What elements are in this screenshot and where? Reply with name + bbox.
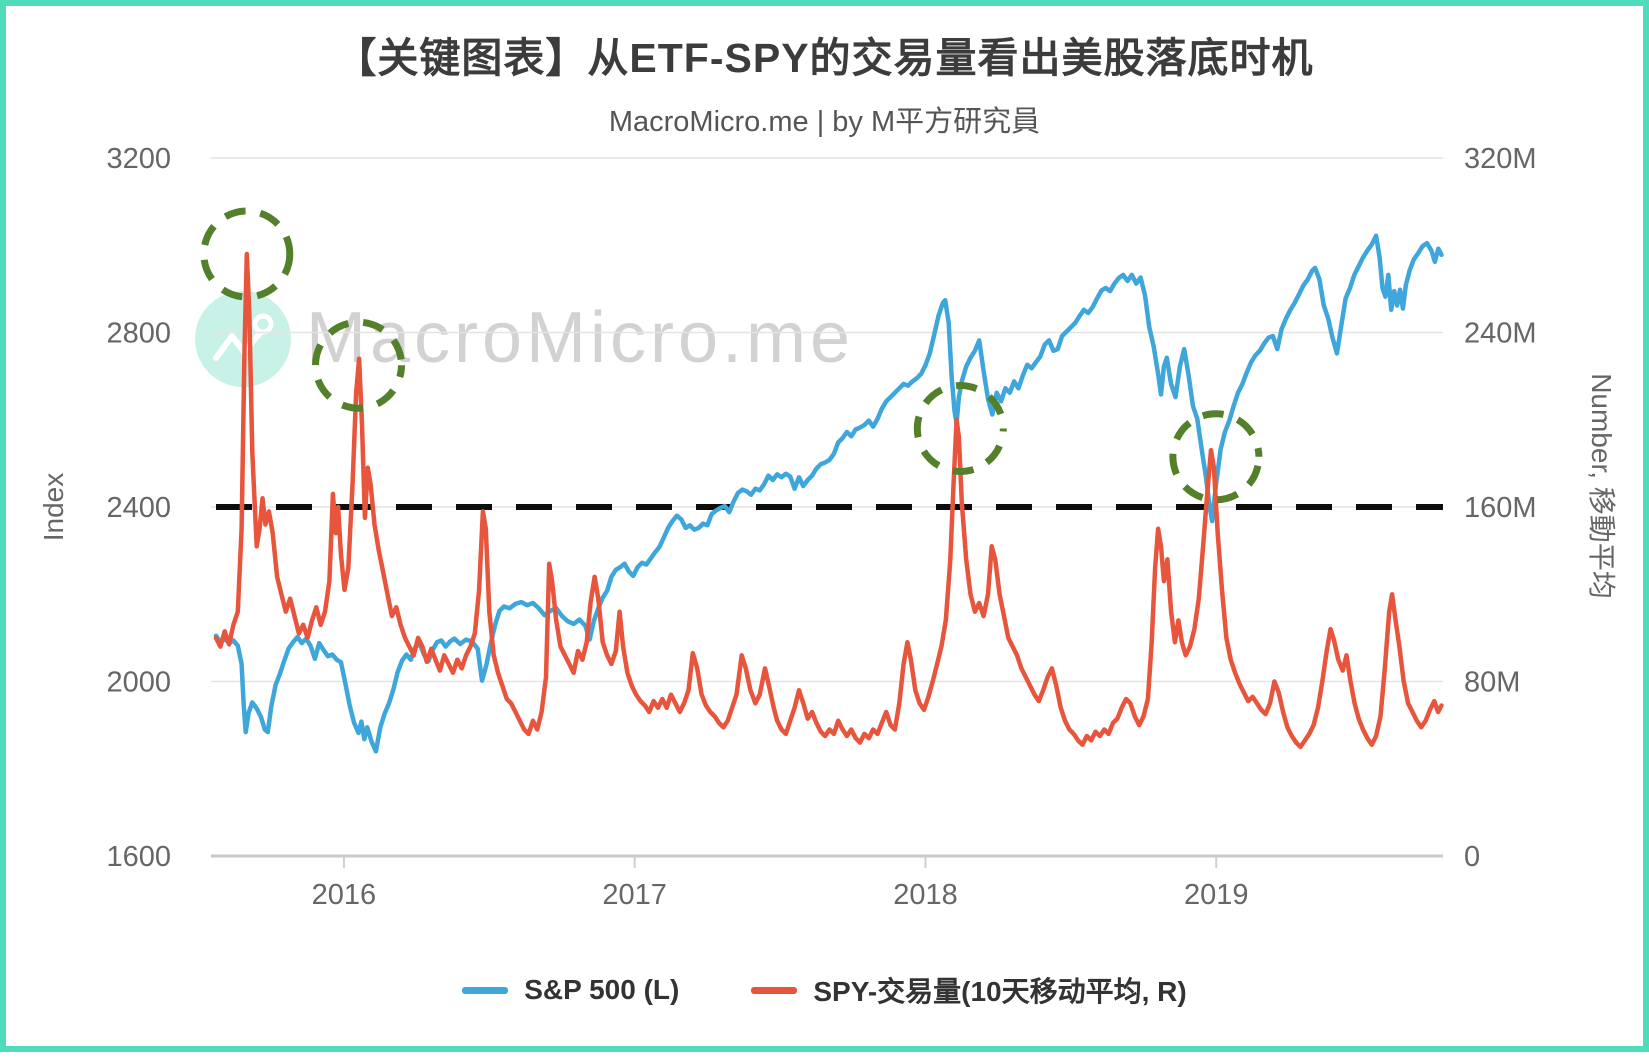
bottom-signal-circle bbox=[913, 382, 1007, 475]
legend-item-spy-volume[interactable]: SPY-交易量(10天移动平均, R) bbox=[751, 970, 1187, 1010]
legend: S&P 500 (L) SPY-交易量(10天移动平均, R) bbox=[6, 970, 1643, 1010]
legend-label-sp500: S&P 500 (L) bbox=[524, 974, 680, 1005]
legend-swatch-spy-volume bbox=[751, 986, 798, 994]
series-line-spy-volume bbox=[213, 251, 1444, 750]
svg-text:2019: 2019 bbox=[1184, 879, 1249, 911]
svg-text:1600: 1600 bbox=[106, 841, 171, 873]
watermark: MacroMicro.me bbox=[195, 291, 854, 387]
page-title: 【关键图表】从ETF-SPY的交易量看出美股落底时机 bbox=[335, 35, 1314, 81]
svg-text:80M: 80M bbox=[1464, 667, 1520, 699]
legend-item-sp500[interactable]: S&P 500 (L) bbox=[462, 974, 679, 1006]
legend-swatch-sp500 bbox=[462, 986, 509, 994]
bottom-signal-circle bbox=[200, 207, 294, 301]
svg-text:2018: 2018 bbox=[893, 879, 958, 911]
svg-text:0: 0 bbox=[1464, 841, 1480, 873]
annotation-circles bbox=[200, 207, 1263, 504]
svg-text:2800: 2800 bbox=[106, 318, 171, 350]
chart-header: 【关键图表】从ETF-SPY的交易量看出美股落底时机 MacroMicro.me… bbox=[6, 24, 1643, 140]
legend-label-spy-volume: SPY-交易量(10天移动平均, R) bbox=[813, 976, 1187, 1007]
chart-canvas[interactable]: MacroMicro.me 3200 320M 2800 240M 2400 160M 20… bbox=[6, 6, 1649, 1058]
bottom-signal-circle bbox=[1169, 410, 1263, 504]
bottom-signal-circle bbox=[312, 318, 405, 412]
series-line-sp500 bbox=[213, 233, 1444, 754]
watermark-text: MacroMicro.me bbox=[306, 298, 854, 378]
axis-tick-labels: 3200 320M 2800 240M 2400 160M 2000 80M 1600 0 2016… bbox=[106, 143, 1536, 911]
svg-text:160M: 160M bbox=[1464, 492, 1537, 524]
svg-text:2400: 2400 bbox=[106, 492, 171, 524]
svg-text:2000: 2000 bbox=[106, 667, 171, 699]
right-axis-title: Number, 移動平均 bbox=[1586, 373, 1617, 599]
left-axis-title: Index bbox=[38, 473, 69, 542]
data-series bbox=[213, 233, 1444, 754]
page-subtitle: MacroMicro.me | by M平方研究員 bbox=[608, 106, 1041, 138]
svg-text:320M: 320M bbox=[1464, 143, 1537, 175]
svg-text:240M: 240M bbox=[1464, 318, 1537, 350]
svg-text:3200: 3200 bbox=[106, 143, 171, 175]
svg-text:2016: 2016 bbox=[312, 879, 377, 911]
svg-text:2017: 2017 bbox=[602, 879, 667, 911]
